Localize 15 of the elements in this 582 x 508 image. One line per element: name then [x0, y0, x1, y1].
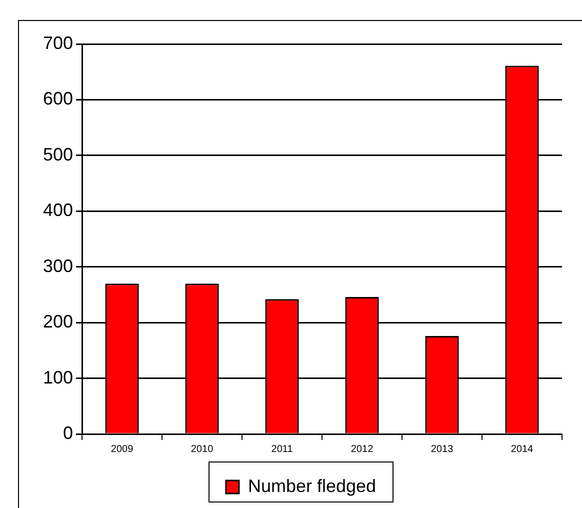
- y-tick-label: 600: [42, 88, 74, 109]
- x-tick-label: 2010: [190, 444, 214, 455]
- x-tick-label: 2012: [350, 444, 374, 455]
- y-tick-label: 200: [42, 312, 74, 332]
- y-tick-label: 500: [42, 144, 74, 164]
- y-tick-label: 0: [63, 422, 74, 443]
- y-tick-label: 100: [42, 367, 74, 388]
- y-tick-label: 300: [42, 256, 74, 276]
- legend-label: Number fledged: [248, 476, 376, 496]
- y-tick-label: 700: [42, 32, 74, 53]
- x-tick-label: 2011: [271, 444, 294, 455]
- x-tick-label: 2013: [430, 444, 454, 455]
- x-tick-label: 2009: [110, 444, 134, 455]
- y-tick-label: 400: [42, 200, 74, 220]
- x-tick-label: 2014: [510, 444, 534, 455]
